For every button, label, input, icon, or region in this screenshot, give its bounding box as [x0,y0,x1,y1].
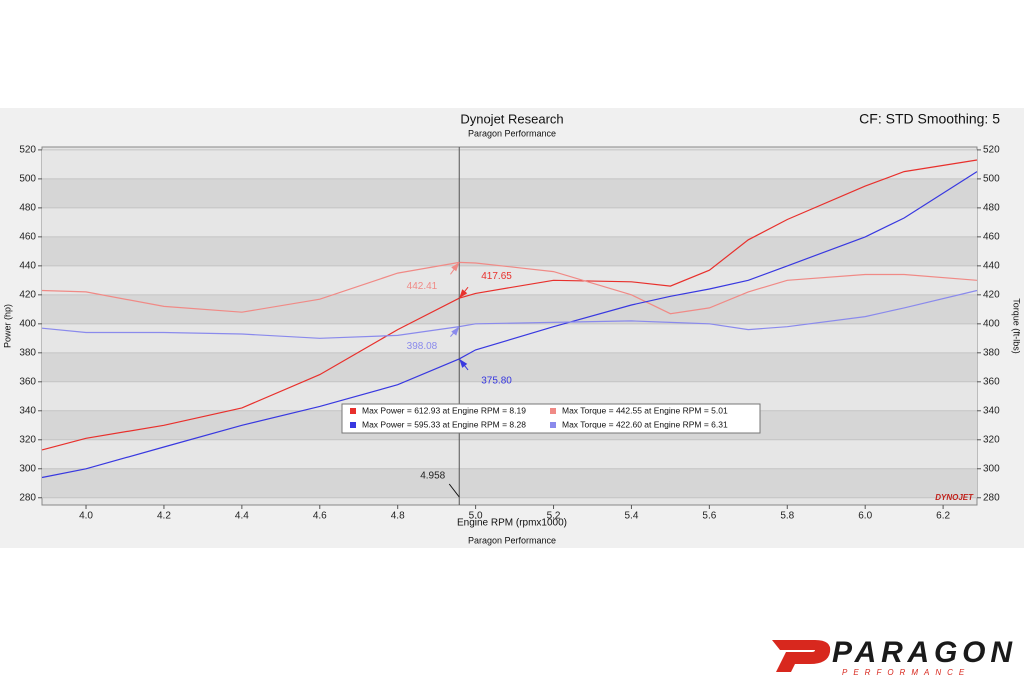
chart-subtitle: Paragon Performance [468,128,556,138]
y2-tick-label: 420 [983,289,1000,300]
y2-tick-label: 460 [983,232,1000,243]
legend-swatch [350,422,356,428]
cursor-x-label: 4.958 [420,471,445,482]
y-tick-label: 360 [19,376,36,387]
grid-band [42,236,977,266]
y-axis-label: Power (hp) [2,304,12,348]
y-tick-label: 320 [19,434,36,445]
legend-swatch [350,408,356,414]
y2-tick-label: 340 [983,405,1000,416]
y-tick-label: 520 [19,145,36,156]
x-tick-label: 4.0 [79,511,93,522]
cursor-value-label: 398.08 [407,341,438,352]
y2-tick-label: 480 [983,203,1000,214]
y2-tick-label: 500 [983,174,1000,185]
legend-label: Max Torque = 442.55 at Engine RPM = 5.01 [562,405,728,415]
y2-tick-label: 360 [983,376,1000,387]
grid-band [42,265,977,295]
y-tick-label: 300 [19,463,36,474]
x-tick-label: 5.2 [547,511,561,522]
cursor-value-label: 417.65 [481,271,512,282]
x-tick-label: 5.6 [702,511,716,522]
y-tick-label: 500 [19,174,36,185]
series-line [41,171,978,479]
logo-tagline: PERFORMANCE [842,668,970,677]
cursor-value-label: 442.41 [407,281,438,292]
x-tick-label: 5.4 [624,511,638,522]
legend-label: Max Power = 595.33 at Engine RPM = 8.28 [362,419,526,429]
y2-tick-label: 300 [983,463,1000,474]
logo: PARAGON PERFORMANCE [772,636,1013,677]
y-tick-label: 400 [19,318,36,329]
x-tick-label: 5.8 [780,511,794,522]
legend-label: Max Power = 612.93 at Engine RPM = 8.19 [362,405,526,415]
y-tick-label: 340 [19,405,36,416]
cursor-arrow-head [451,326,460,336]
grid-band [42,207,977,237]
x-tick-label: 6.0 [858,511,872,522]
chart-title: Dynojet Research [460,111,563,126]
series-line [41,289,978,339]
x-tick-label: 6.2 [936,511,950,522]
y-tick-label: 380 [19,347,36,358]
cursor-arrow-head [459,289,468,299]
cursor-x-arrow [448,483,460,498]
cursor-value-label: 375.80 [481,376,512,387]
series-line [41,159,978,451]
y2-tick-label: 280 [983,492,1000,503]
x-tick-label: 4.2 [157,511,171,522]
cursor-arrow-head [451,262,460,272]
y2-tick-label: 320 [983,434,1000,445]
y-tick-label: 440 [19,260,36,271]
grid-band [42,323,977,353]
grid-band [42,149,977,179]
grid-band [42,294,977,324]
legend-swatch [550,408,556,414]
grid-band [42,439,977,469]
corner-note: CF: STD Smoothing: 5 [859,111,1000,127]
x-tick-label: 4.6 [313,511,327,522]
y2-tick-label: 440 [983,260,1000,271]
y-tick-label: 480 [19,203,36,214]
logo-name: PARAGON [832,636,1013,669]
legend-label: Max Torque = 422.60 at Engine RPM = 6.31 [562,419,728,429]
y-tick-label: 420 [19,289,36,300]
footer: Paragon Performance [468,535,556,545]
x-tick-label: 4.8 [391,511,405,522]
watermark: DYNOJET [935,493,974,502]
y2-tick-label: 520 [983,145,1000,156]
grid-band [42,352,977,382]
y-tick-label: 460 [19,232,36,243]
grid-band [42,468,977,498]
x-tick-label: 4.4 [235,511,249,522]
y2-tick-label: 380 [983,347,1000,358]
series-line [41,261,978,315]
y-tick-label: 280 [19,492,36,503]
cursor-arrow-head [459,358,468,368]
y2-axis-label: Torque (ft-lbs) [1012,298,1022,354]
x-tick-label: 5.0 [469,511,483,522]
grid-band [42,178,977,208]
x-axis-label: Engine RPM (rpmx1000) [457,518,567,529]
logo-mark [772,640,831,672]
legend-swatch [550,422,556,428]
y2-tick-label: 400 [983,318,1000,329]
